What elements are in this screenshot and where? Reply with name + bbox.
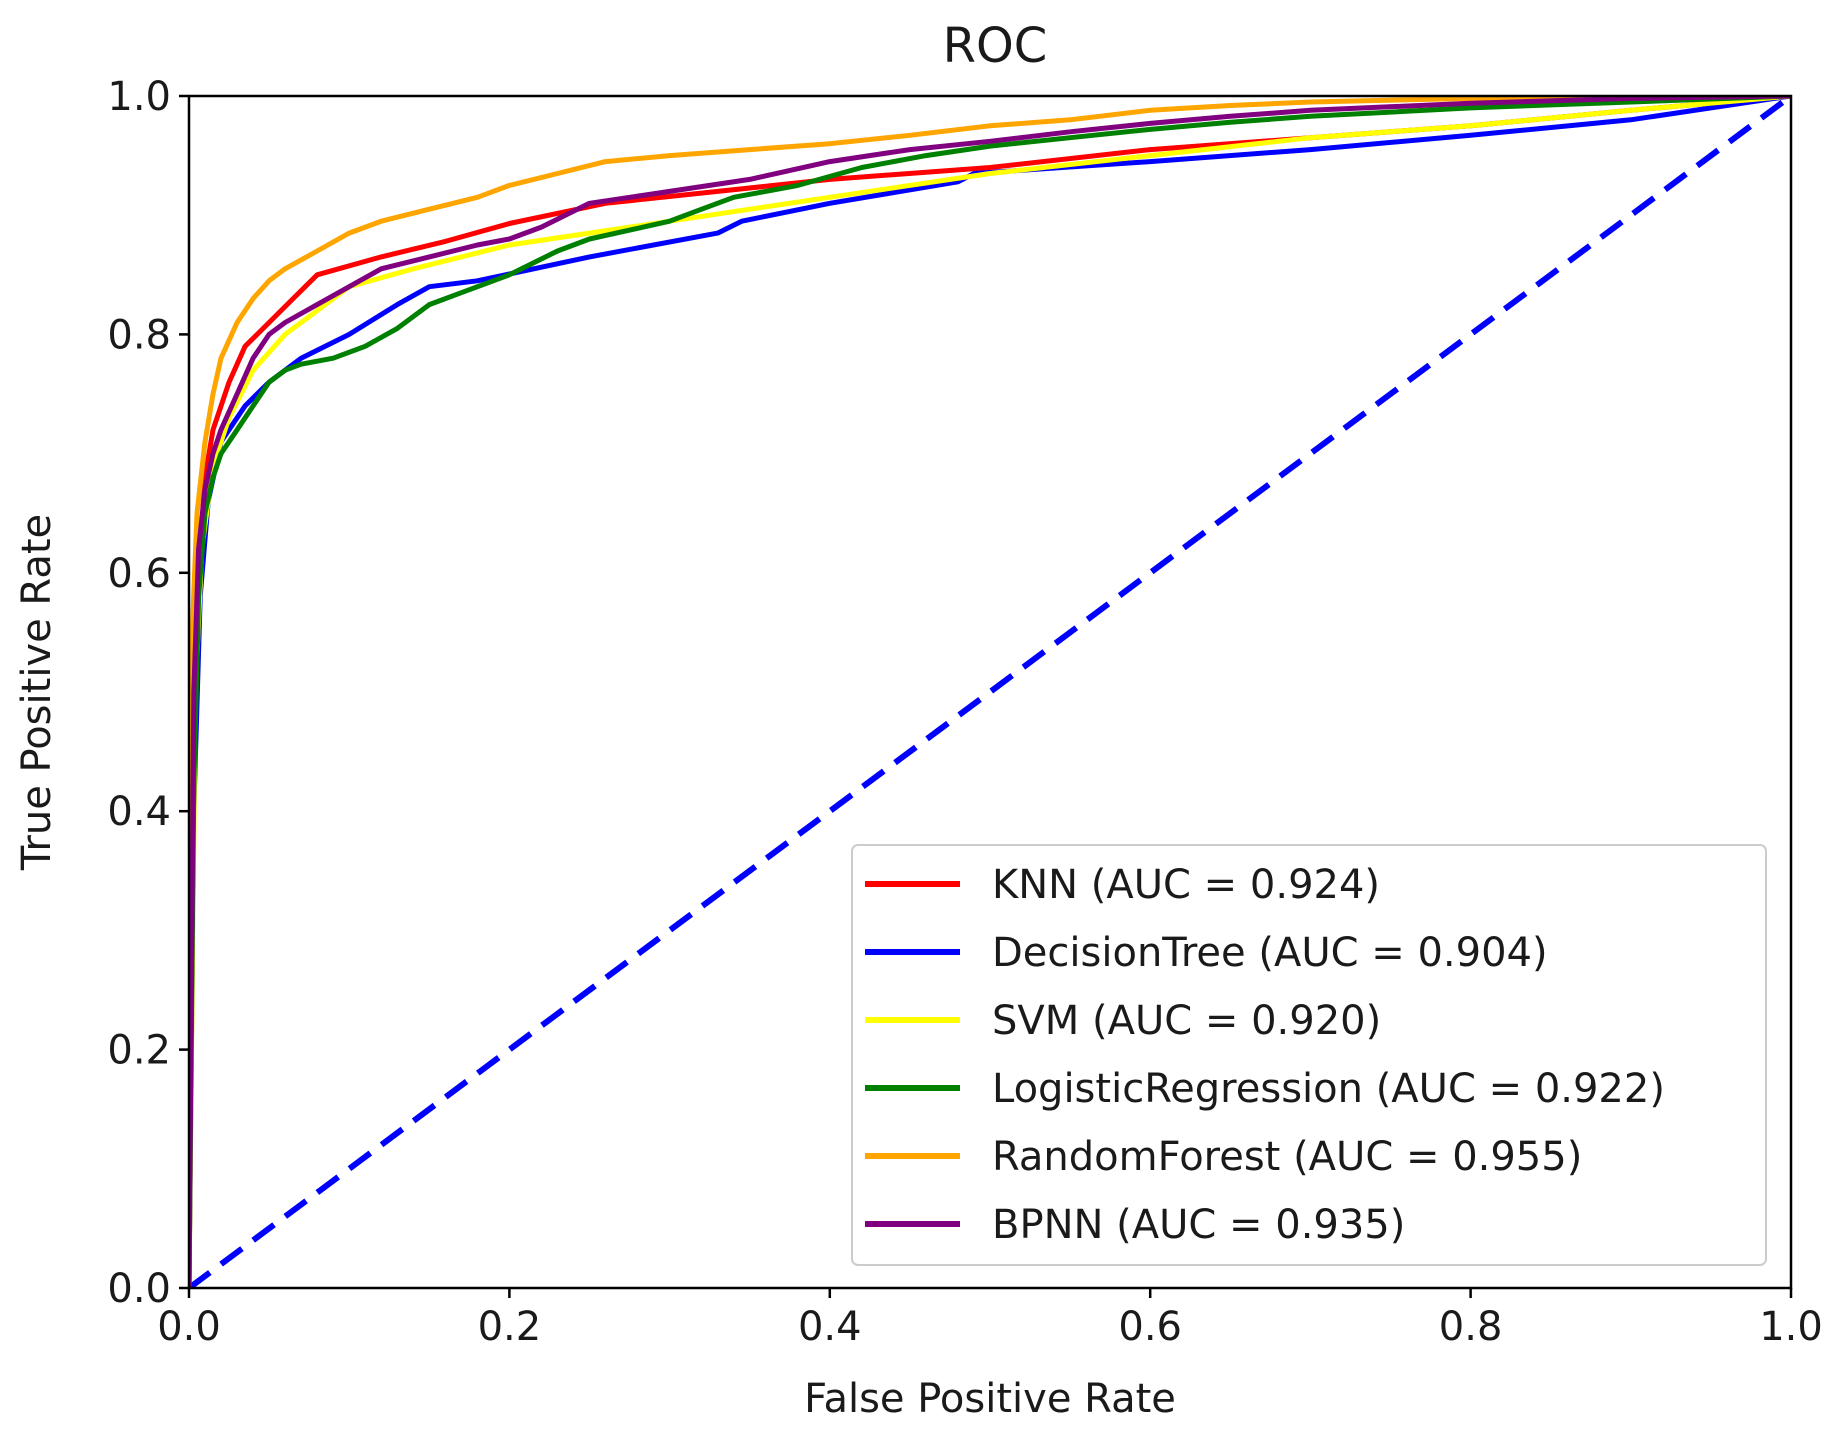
x-tick-label: 0.8 — [1439, 1304, 1503, 1350]
series-line-logisticregression — [189, 96, 1791, 1288]
x-axis: 0.0 0.2 0.4 0.6 0.8 1.0 — [157, 1288, 1823, 1350]
x-tick-label: 0.6 — [1118, 1304, 1182, 1350]
legend-label-decisiontree: DecisionTree (AUC = 0.904) — [992, 930, 1548, 976]
y-tick-label: 0.6 — [107, 551, 171, 597]
y-axis: 0.0 0.2 0.4 0.6 0.8 1.0 — [107, 74, 189, 1312]
y-axis-label: True Positive Rate — [14, 514, 60, 871]
y-tick-label: 0.4 — [107, 789, 171, 835]
legend-label-bpnn: BPNN (AUC = 0.935) — [992, 1202, 1405, 1248]
series-line-bpnn — [189, 96, 1791, 1288]
y-tick-label: 0.8 — [107, 312, 171, 358]
legend-box — [851, 844, 1767, 1266]
y-tick-label: 1.0 — [107, 74, 171, 120]
y-tick-label: 0.2 — [107, 1028, 171, 1074]
x-tick-label: 0.4 — [798, 1304, 862, 1350]
series-line-svm — [189, 96, 1791, 1288]
x-axis-label: False Positive Rate — [804, 1376, 1176, 1422]
y-tick-label: 0.0 — [107, 1266, 171, 1312]
legend: KNN (AUC = 0.924) DecisionTree (AUC = 0.9… — [851, 844, 1767, 1266]
series-line-randomforest — [189, 96, 1791, 1288]
x-tick-label: 1.0 — [1759, 1304, 1823, 1350]
x-tick-label: 0.2 — [478, 1304, 542, 1350]
chart-title: ROC — [943, 18, 1048, 74]
x-tick-label: 0.0 — [157, 1304, 221, 1350]
legend-label-logisticregression: LogisticRegression (AUC = 0.922) — [992, 1066, 1665, 1112]
plot-area-frame — [187, 94, 1793, 1290]
legend-label-svm: SVM (AUC = 0.920) — [992, 998, 1381, 1044]
series-line-knn — [189, 96, 1791, 1288]
legend-label-randomforest: RandomForest (AUC = 0.955) — [992, 1134, 1582, 1180]
diagonal-reference-line — [189, 96, 1791, 1288]
legend-label-knn: KNN (AUC = 0.924) — [992, 862, 1380, 908]
